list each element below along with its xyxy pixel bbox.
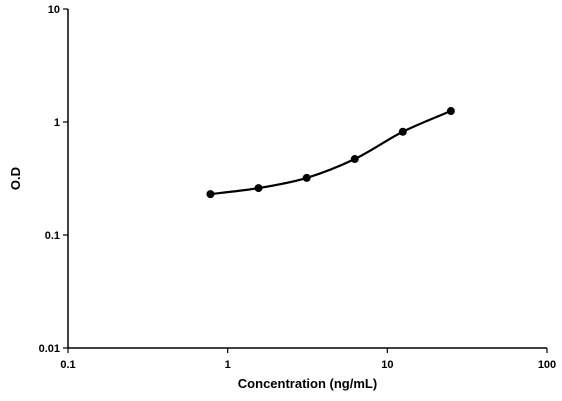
y-tick-label: 10 — [48, 4, 60, 16]
data-point — [302, 173, 311, 182]
x-tick-label: 0.1 — [60, 359, 75, 371]
y-ticks: 0.01 0.1 1 10 — [39, 4, 68, 355]
data-point — [398, 127, 407, 136]
data-point — [446, 107, 455, 116]
y-tick-label: 0.1 — [45, 230, 60, 242]
x-tick-label: 10 — [381, 359, 393, 371]
data-point — [206, 190, 215, 199]
y-tick-label: 0.01 — [39, 343, 60, 355]
series-line — [210, 110, 452, 196]
y-tick-label: 1 — [54, 117, 60, 129]
x-tick-label: 1 — [225, 359, 231, 371]
data-point — [254, 184, 263, 193]
y-axis-title: O.D — [8, 167, 23, 190]
data-points — [206, 107, 455, 199]
x-ticks: 0.1 1 10 100 — [60, 348, 556, 371]
x-axis-title: Concentration (ng/mL) — [238, 376, 377, 391]
data-point — [350, 155, 359, 164]
x-tick-label: 100 — [538, 359, 556, 371]
